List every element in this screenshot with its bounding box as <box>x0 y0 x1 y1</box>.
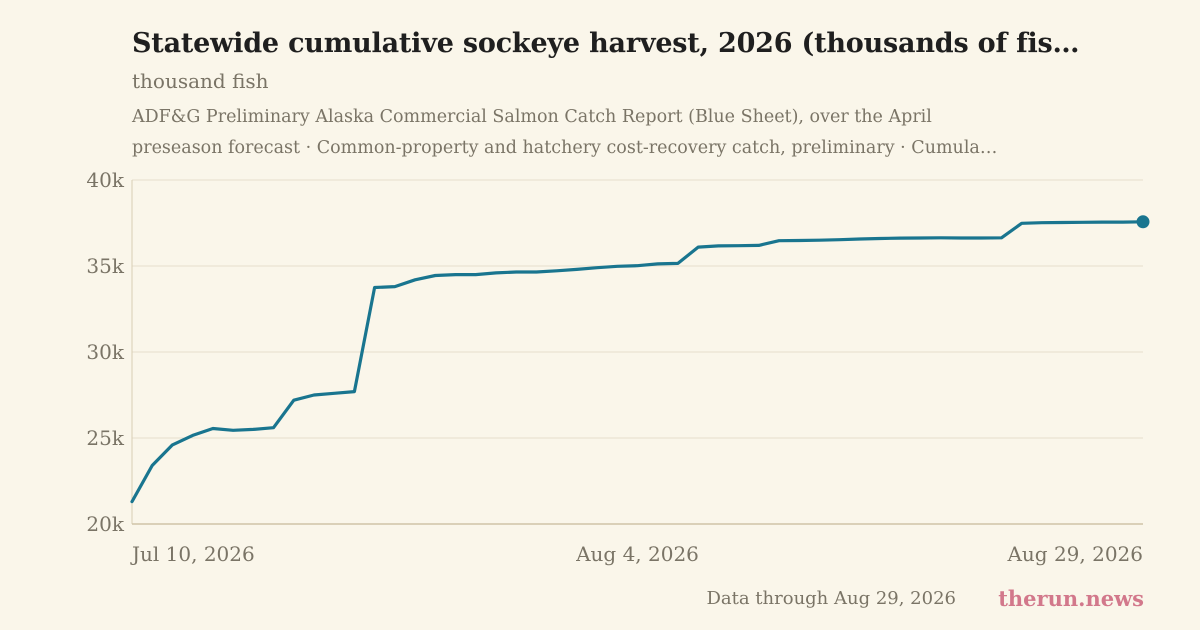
series-line <box>130 220 1145 504</box>
chart-title: Statewide cumulative sockeye harvest, 20… <box>132 28 1080 59</box>
brand-logo-text[interactable]: therun.news <box>998 586 1144 611</box>
x-tick-label: Aug 4, 2026 <box>575 542 699 566</box>
y-tick-label: 30k <box>86 340 124 364</box>
y-tick-label: 20k <box>86 512 124 536</box>
x-tick-label: Aug 29, 2026 <box>1006 542 1143 566</box>
chart-source: ADF&G Preliminary Alaska Commercial Salm… <box>132 102 1092 164</box>
y-tick-label: 35k <box>86 254 124 278</box>
chart-subtitle: thousand fish <box>132 69 269 93</box>
source-line-1: ADF&G Preliminary Alaska Commercial Salm… <box>132 107 932 127</box>
series-end-point <box>1136 215 1150 229</box>
x-tick-label: Jul 10, 2026 <box>130 542 255 566</box>
y-tick-label: 40k <box>86 168 124 192</box>
data-through-note: Data through Aug 29, 2026 <box>706 588 956 609</box>
y-tick-label: 25k <box>86 426 124 450</box>
source-line-2: preseason forecast · Common-property and… <box>132 138 998 158</box>
